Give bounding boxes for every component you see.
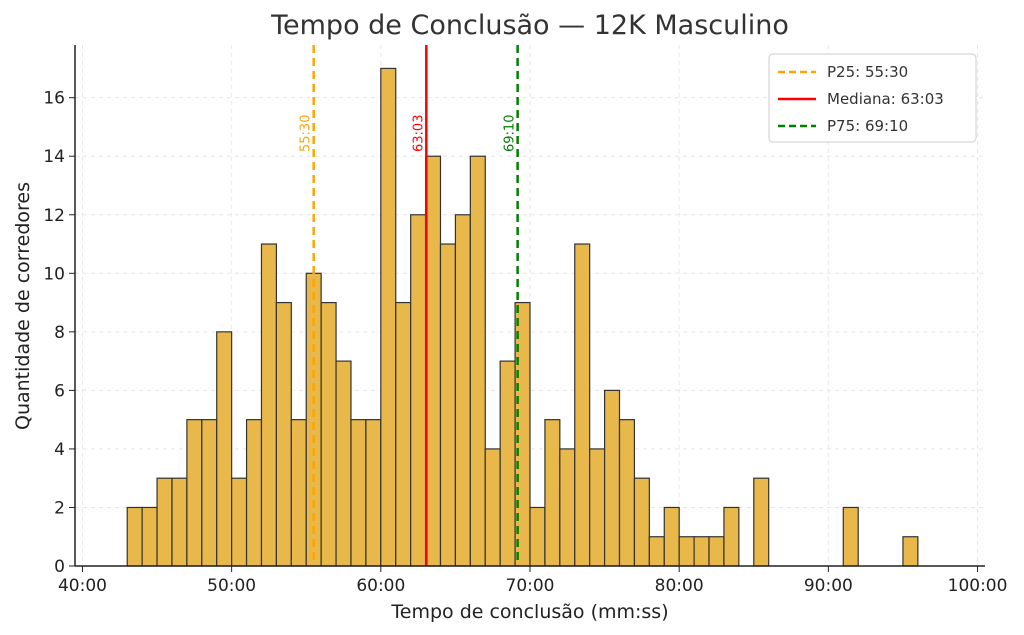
- histogram-bar: [365, 419, 382, 567]
- histogram-bar: [141, 506, 158, 567]
- histogram-bar: [469, 155, 486, 567]
- x-tick-label: 70:00: [506, 576, 555, 596]
- histogram-bar: [544, 419, 561, 567]
- histogram-bar: [529, 506, 546, 567]
- x-tick-label: 40:00: [58, 576, 107, 596]
- marker-label: 63:03: [411, 115, 426, 152]
- bars: [126, 67, 919, 567]
- histogram-bar: [499, 360, 516, 567]
- histogram-bar: [380, 67, 397, 567]
- histogram-bar: [753, 477, 770, 567]
- histogram-bar: [156, 477, 173, 567]
- y-tick-label: 10: [43, 264, 65, 284]
- y-tick-label: 16: [43, 89, 65, 109]
- histogram-bar: [245, 419, 263, 567]
- y-tick-label: 4: [54, 440, 65, 460]
- histogram-bar: [305, 272, 322, 567]
- y-tick-label: 2: [54, 498, 65, 518]
- histogram-bar: [678, 536, 695, 567]
- legend-box: [768, 53, 977, 143]
- y-tick-label: 14: [43, 147, 65, 167]
- histogram-bar: [454, 214, 471, 567]
- histogram-bar: [589, 448, 606, 567]
- histogram-bar: [693, 536, 710, 567]
- legend-entry: P25: 55:30: [827, 63, 908, 81]
- histogram-bar: [663, 506, 680, 567]
- y-tick-label: 8: [54, 323, 65, 343]
- histogram-bar: [842, 506, 859, 567]
- axes: 40:00 50:00 60:00 70:00 80:00 90:00 100:00 0 2 4 6…: [43, 45, 1007, 596]
- legend-entry: P75: 69:10: [827, 117, 908, 135]
- y-tick-label: 12: [43, 206, 65, 226]
- histogram-bar: [201, 419, 218, 567]
- x-axis-label: Tempo de conclusão (mm:ss): [390, 601, 668, 623]
- x-tick-label: 50:00: [207, 576, 256, 596]
- histogram-bar: [574, 243, 591, 567]
- histogram-bar: [439, 243, 457, 567]
- histogram-bar: [648, 536, 665, 567]
- histogram-bar: [424, 155, 442, 567]
- histogram-bar: [410, 214, 427, 567]
- x-tick-label: 90:00: [804, 576, 853, 596]
- histogram-bar: [708, 536, 725, 567]
- histogram-bar: [290, 419, 307, 567]
- percentile-markers: 55:30 63:03 69:10: [299, 45, 519, 566]
- x-tick-label: 60:00: [356, 576, 405, 596]
- histogram-bar: [559, 448, 576, 567]
- histogram-bar: [186, 419, 203, 567]
- histogram-bar: [484, 448, 501, 567]
- histogram-bar: [231, 477, 248, 567]
- histogram-bar: [350, 419, 367, 567]
- histogram-bar: [275, 301, 292, 567]
- histogram-bar: [633, 477, 650, 567]
- y-tick-label: 0: [54, 557, 65, 577]
- histogram-bar: [902, 536, 919, 567]
- histogram-bar: [335, 360, 352, 567]
- histogram-bar: [395, 301, 412, 567]
- chart-title: Tempo de Conclusão — 12K Masculino: [270, 10, 789, 41]
- x-tick-label: 100:00: [948, 576, 1008, 596]
- histogram-bar: [171, 477, 188, 567]
- histogram-bar: [260, 243, 277, 567]
- legend-entry: Mediana: 63:03: [827, 90, 944, 108]
- histogram-bar: [320, 301, 337, 567]
- x-tick-label: 80:00: [655, 576, 704, 596]
- y-axis-label: Quantidade de corredores: [12, 182, 34, 430]
- histogram-bar: [216, 331, 233, 567]
- marker-label: 69:10: [503, 115, 518, 152]
- legend: P25: 55:30 Mediana: 63:03 P75: 69:10: [768, 53, 977, 143]
- histogram-bar: [126, 506, 143, 567]
- histogram-bar: [723, 506, 740, 567]
- marker-label: 55:30: [299, 115, 314, 152]
- histogram-bar: [618, 419, 636, 567]
- y-tick-label: 6: [54, 381, 65, 401]
- histogram-bar: [603, 389, 621, 567]
